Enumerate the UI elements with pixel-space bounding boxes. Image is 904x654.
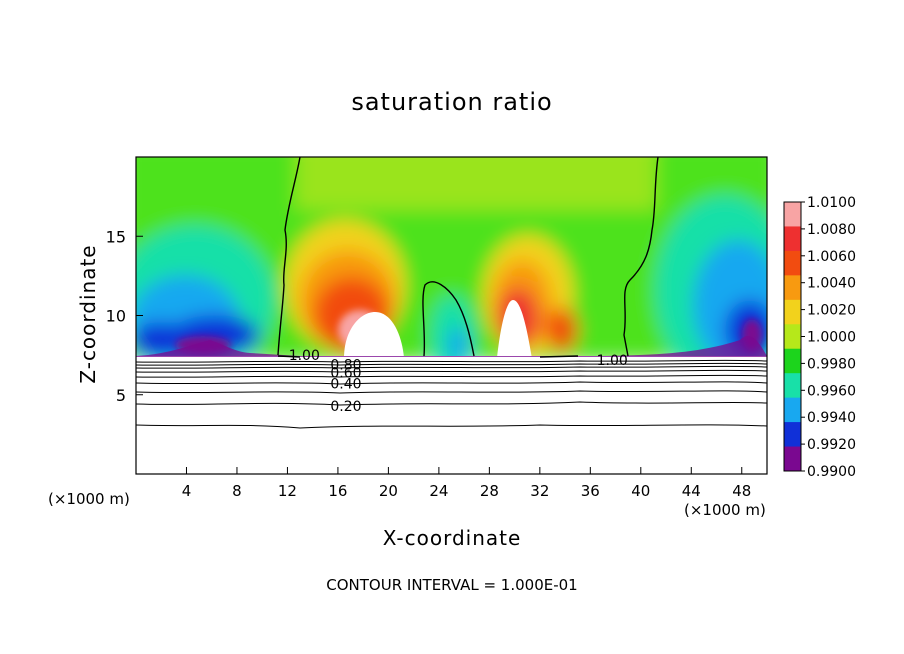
contour-label: 0.80 bbox=[330, 358, 361, 374]
y-axis-label: Z-coordinate bbox=[76, 244, 100, 384]
x-tick-label: 44 bbox=[682, 482, 701, 500]
colorbar-swatch bbox=[784, 446, 801, 472]
contour-label: 0.60 bbox=[330, 366, 361, 382]
x-unit-right: (×1000 m) bbox=[684, 501, 766, 519]
contour-interval-note: CONTOUR INTERVAL = 1.000E-01 bbox=[326, 576, 578, 594]
colorbar-swatch bbox=[784, 348, 801, 374]
colorbar-swatch bbox=[784, 299, 801, 325]
x-tick-label: 36 bbox=[581, 482, 600, 500]
contour-label: 1.00 bbox=[597, 353, 628, 369]
colorbar-swatch bbox=[784, 226, 801, 252]
plot-area bbox=[136, 157, 767, 474]
x-axis-label: X-coordinate bbox=[382, 526, 522, 550]
contour-label: 1.00 bbox=[289, 348, 320, 364]
x-tick-label: 4 bbox=[182, 482, 192, 500]
colorbar: 1.0100 1.0080 1.0060 1.0040 1.0020 1.0000 0.99… bbox=[783, 195, 856, 480]
contour-label: 0.40 bbox=[330, 377, 361, 393]
x-tick-label: 20 bbox=[379, 482, 398, 500]
contour-label: 0.20 bbox=[330, 399, 361, 415]
colorbar-label: 1.0000 bbox=[807, 330, 856, 346]
x-tick-label: 32 bbox=[530, 482, 549, 500]
colorbar-swatch bbox=[784, 250, 801, 276]
x-tick-label: 8 bbox=[232, 482, 242, 500]
colorbar-label: 0.9920 bbox=[807, 437, 856, 453]
x-tick-label: 48 bbox=[732, 482, 751, 500]
colorbar-label: 1.0020 bbox=[807, 303, 856, 319]
colorbar-swatch bbox=[784, 397, 801, 423]
x-tick-label: 12 bbox=[278, 482, 297, 500]
y-tick-label: 10 bbox=[106, 307, 126, 326]
x-tick-label: 28 bbox=[480, 482, 499, 500]
colorbar-label: 0.9980 bbox=[807, 356, 856, 372]
y-tick-label: 5 bbox=[116, 386, 126, 405]
colorbar-label: 1.0100 bbox=[807, 195, 856, 211]
chart-title: saturation ratio bbox=[351, 88, 553, 116]
x-tick-label: 24 bbox=[429, 482, 448, 500]
colorbar-swatch bbox=[784, 373, 801, 399]
colorbar-swatch bbox=[784, 202, 801, 227]
colorbar-swatch bbox=[784, 422, 801, 448]
x-unit-left: (×1000 m) bbox=[48, 490, 130, 508]
colorbar-label: 1.0060 bbox=[807, 249, 856, 265]
x-tick-label: 16 bbox=[328, 482, 347, 500]
colorbar-swatch bbox=[784, 275, 801, 301]
x-tick-label: 40 bbox=[631, 482, 650, 500]
colorbar-label: 0.9960 bbox=[807, 383, 856, 399]
colorbar-label: 1.0080 bbox=[807, 222, 856, 238]
colorbar-label: 0.9940 bbox=[807, 410, 856, 426]
colorbar-swatch bbox=[784, 324, 801, 350]
y-tick-label: 15 bbox=[106, 227, 126, 246]
colorbar-label: 1.0040 bbox=[807, 276, 856, 292]
colorbar-label: 0.9900 bbox=[807, 464, 856, 480]
